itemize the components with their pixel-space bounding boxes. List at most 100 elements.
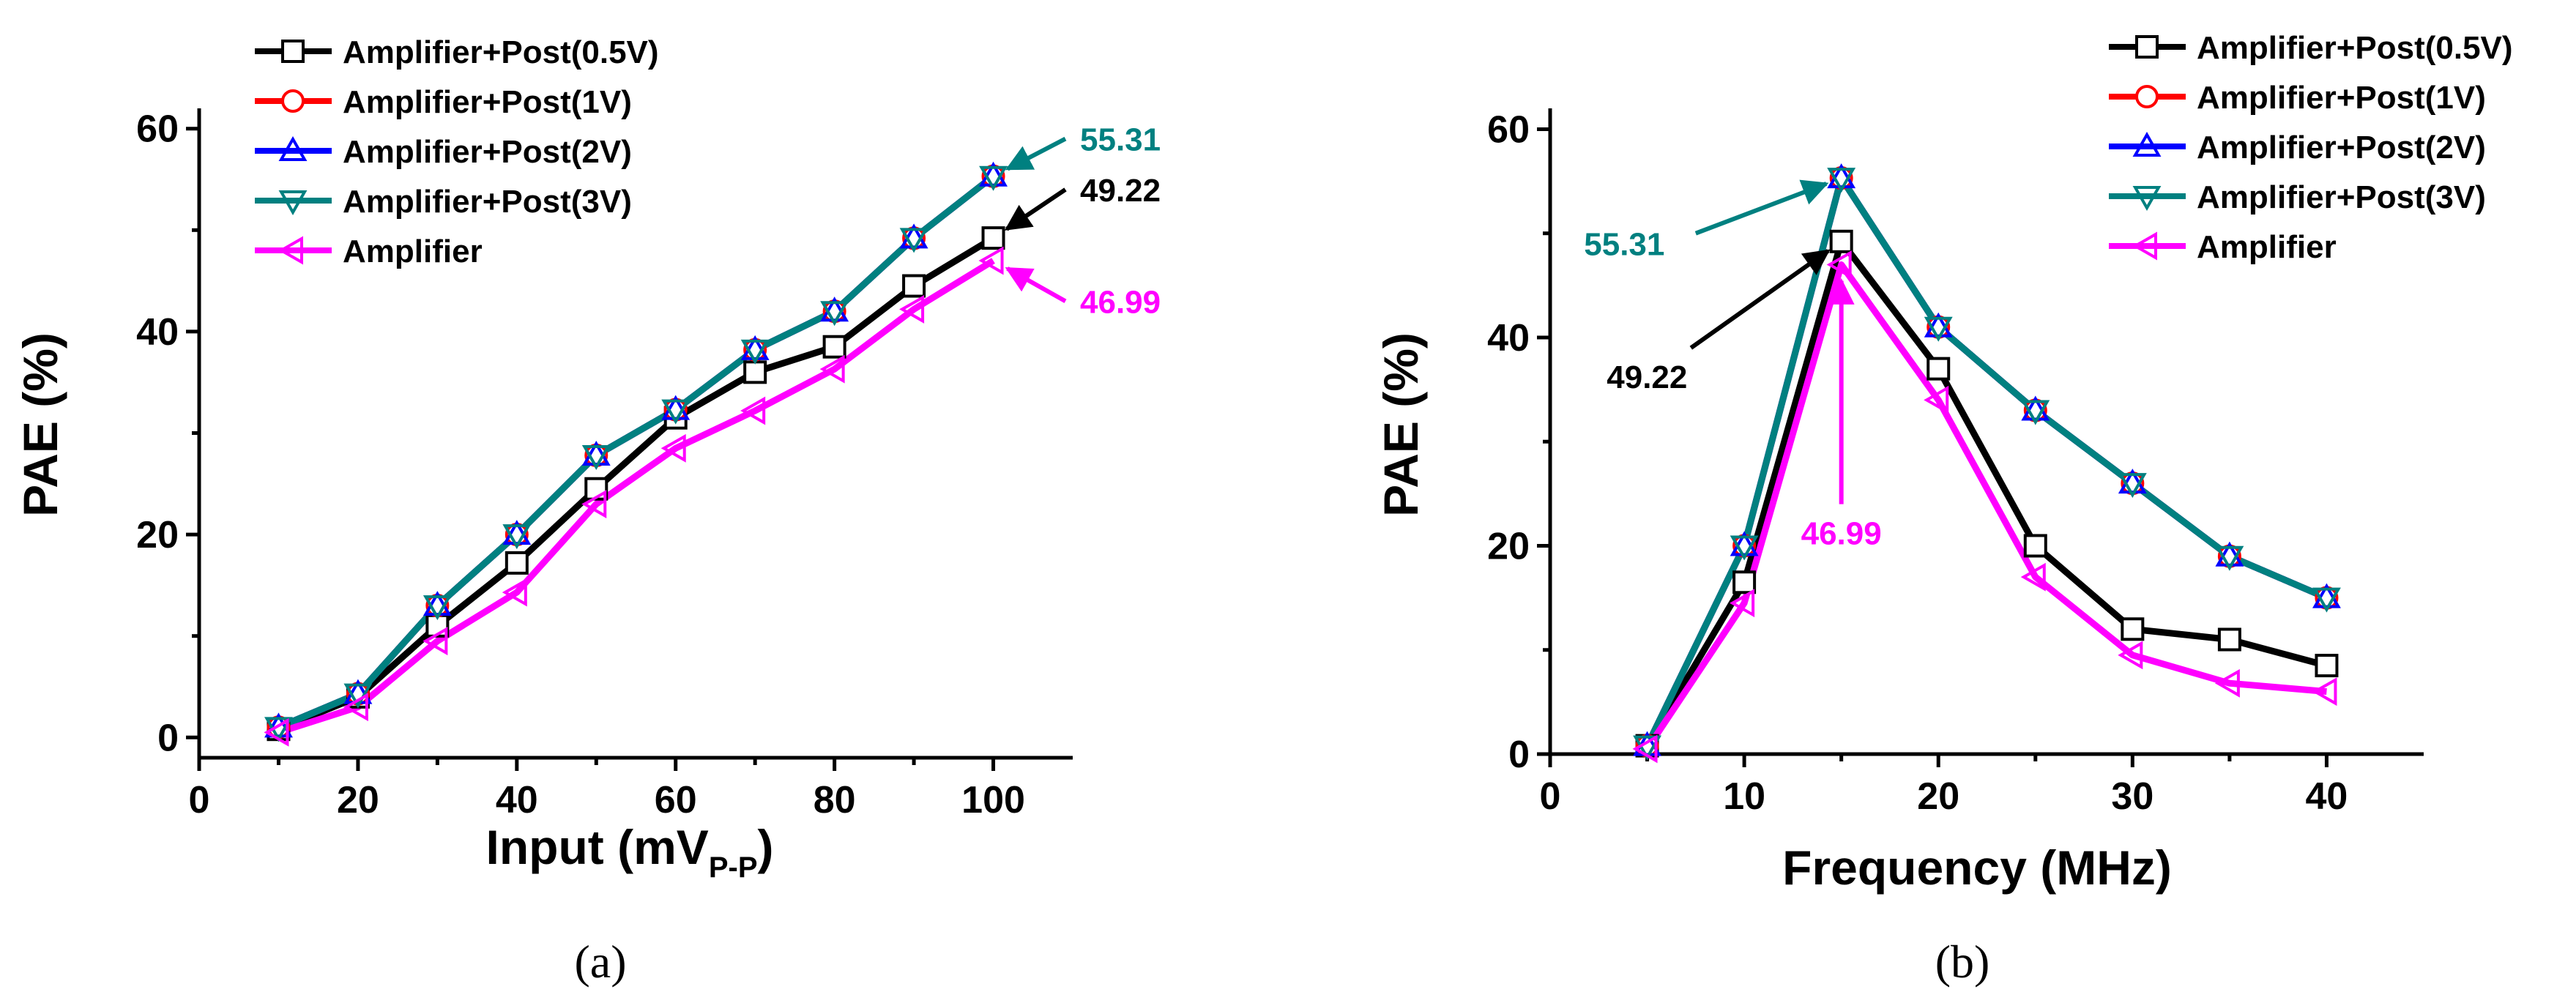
y-axis-title-b: PAE (%): [1374, 332, 1428, 517]
panel-a-legend-label-3: Amplifier+Post(3V): [343, 184, 632, 220]
panel-a-legend-marker-3: [278, 190, 308, 216]
panel-a-series-3-point: [581, 444, 611, 471]
panel-b-series-0-point: [2023, 534, 2047, 558]
panel-a-series-4-point: [819, 354, 845, 384]
panel-a-legend-marker-2: [278, 135, 308, 161]
panel-a-series-line-0: [277, 235, 995, 733]
panel-b-legend-marker-3: [2132, 186, 2162, 212]
panel-b-series-3-point: [1730, 535, 1759, 561]
panel-a-annotation-label-2: 46.99: [1080, 284, 1161, 320]
panel-a-x-tick-label: 100: [961, 779, 1025, 821]
panel-b-series-3-point: [1924, 316, 1953, 342]
panel-b-annotation-label-2: 46.99: [1801, 516, 1882, 552]
panel-b-series-3-point: [1827, 168, 1856, 193]
panel-a-series-4-point: [581, 490, 607, 518]
panel-b-legend-marker-4: [2132, 231, 2157, 261]
x-axis-title-a: Input (mVP-P): [486, 820, 774, 884]
panel-a-legend-label-2: Amplifier+Post(2V): [343, 134, 632, 170]
x-axis-title-a-main: Input (mV: [486, 820, 709, 874]
panel-a-annotation-label-0: 55.31: [1080, 122, 1161, 158]
panel-b-x-tick-label: 0: [1540, 775, 1561, 818]
panel-b-x-tick-label: 10: [1723, 775, 1765, 818]
panel-b-series-line-4: [1644, 261, 2327, 751]
panel-a-series-4-point: [264, 717, 289, 747]
panel-b-series-4-point: [1826, 250, 1852, 279]
panel-b-series-0-point: [2315, 654, 2339, 678]
panel-a-legend-marker-0: [281, 40, 305, 63]
panel-b-legend-label-2: Amplifier+Post(2V): [2197, 130, 2486, 165]
panel-b-series-4-point: [2118, 641, 2143, 670]
panel-b-annotation-arrow-1: [1689, 249, 1831, 350]
panel-b-series-0-point: [1829, 229, 1853, 253]
panel-a-x-tick-label: 20: [337, 779, 379, 821]
panel-b-y-tick-label: 60: [1487, 108, 1530, 151]
panel-a-y-tick-label: 40: [136, 311, 179, 354]
panel-a-annotation-arrow-1: [1004, 187, 1067, 231]
panel-b-y-tick-label: 0: [1508, 734, 1530, 776]
panel-a-series-0-point: [584, 477, 608, 501]
panel-a-series-0-point: [822, 335, 846, 359]
panel-a-series-4-point: [660, 433, 686, 463]
panel-a-series-4-point: [740, 396, 766, 425]
panel-b-series-4-point: [2020, 562, 2046, 592]
panel-b-annotation-arrow-0: [1694, 179, 1829, 236]
panel-a-annotation-label-1: 49.22: [1080, 173, 1161, 209]
panel-b-series-3-point: [1633, 735, 1662, 761]
panel-b-series-3-point: [2021, 400, 2050, 425]
panel-a-y-tick-label: 20: [136, 514, 179, 556]
panel-a-series-3-point: [820, 301, 849, 327]
panel-b-series-line-0: [1644, 238, 2328, 747]
panel-a-series-0-point: [981, 226, 1005, 250]
panel-b-legend-marker-1: [2135, 85, 2159, 108]
panel-a-series-3-point: [661, 399, 690, 425]
panel-a-series-line-4: [278, 258, 995, 736]
panel-b-series-4-point: [2214, 668, 2240, 698]
panel-a-annotation-arrow-2: [1005, 266, 1067, 303]
panel-b-series-4-point: [2312, 677, 2337, 706]
panel-a-y-tick-label: 60: [136, 108, 179, 151]
panel-b-legend-label-0: Amplifier+Post(0.5V): [2197, 30, 2513, 66]
panel-b-legend-label-3: Amplifier+Post(3V): [2197, 179, 2486, 215]
panel-b-series-4-point: [1730, 589, 1755, 618]
panel-b-y-tick-label: 40: [1487, 317, 1530, 359]
panel-b-y-tick-label: 20: [1487, 525, 1530, 567]
panel-b-series-line-3: [1644, 174, 2329, 747]
panel-a-legend-marker-1: [281, 89, 305, 113]
panel-a-legend-marker-4: [278, 236, 303, 265]
panel-a-series-3-point: [899, 228, 928, 253]
y-axis-title-a: PAE (%): [13, 332, 67, 517]
panel-a-annotation-arrow-0: [1005, 136, 1067, 171]
panel-b-series-0-point: [1732, 570, 1757, 594]
panel-b-legend-marker-0: [2135, 35, 2159, 59]
panel-b-series-3-point: [2215, 545, 2244, 571]
panel-a-x-tick-label: 80: [814, 779, 856, 821]
panel-b-series-0-point: [1927, 357, 1951, 381]
panel-a-series-0-point: [743, 360, 767, 384]
panel-b-series-3-point: [2312, 587, 2341, 613]
panel-b-series-4-point: [1632, 734, 1658, 764]
panel-b-series-0-point: [2121, 617, 2145, 641]
panel-a-legend-label-1: Amplifier+Post(1V): [343, 84, 632, 120]
x-axis-title-a-close: ): [758, 820, 774, 874]
panel-a-series-4-point: [978, 246, 1004, 275]
panel-a-series-0-point: [902, 274, 926, 298]
panel-a-series-4-point: [343, 693, 368, 722]
panel-b-x-tick-label: 30: [2111, 775, 2154, 818]
panel-b-x-tick-label: 20: [1917, 775, 1959, 818]
panel-a-series-line-3: [277, 174, 996, 731]
panel-a-series-3-point: [502, 524, 532, 550]
panel-b-series-0-point: [2217, 627, 2241, 652]
panel-a-series-4-point: [422, 627, 448, 656]
x-axis-title-b: Frequency (MHz): [1782, 840, 2172, 895]
caption-b: (b): [1935, 936, 1990, 988]
chart-panel-a: (a) PAE (%) Input (mVP-P) 0 20 40 60 80 100 0 2…: [13, 34, 1161, 988]
chart-panel-b: (b) PAE (%) Frequency (MHz) 0 10 20 30 40 0 20…: [1374, 30, 2513, 988]
panel-b-x-tick-label: 40: [2306, 775, 2348, 818]
panel-b-series-4-point: [1924, 385, 1949, 414]
panel-a-series-3-point: [422, 595, 452, 621]
panel-a-series-4-point: [502, 578, 527, 607]
panel-a-series-3-point: [740, 339, 770, 365]
panel-a-series-4-point: [899, 294, 925, 324]
panel-a-x-tick-label: 60: [655, 779, 697, 821]
